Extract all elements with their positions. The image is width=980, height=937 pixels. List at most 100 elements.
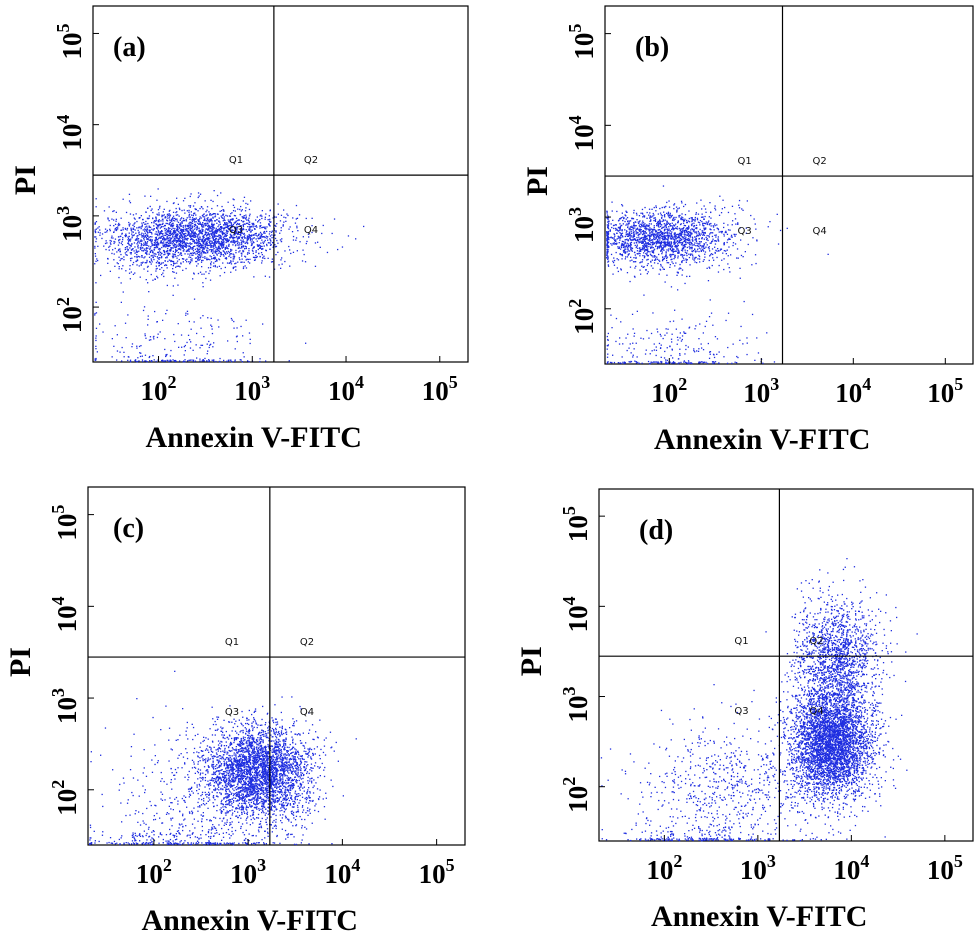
scatter-point [198,246,200,248]
scatter-point [202,240,205,243]
scatter-point [182,269,184,271]
scatter-point [209,240,211,242]
scatter-point [621,205,624,207]
scatter-point [237,223,239,225]
scatter-point [127,248,129,251]
scatter-point [193,273,195,275]
scatter-point [121,244,124,246]
scatter-point [127,249,129,252]
scatter-point [249,226,251,228]
scatter-point [678,232,681,235]
scatter-point [711,240,713,243]
scatter-point [620,245,623,247]
scatter-point [658,226,660,228]
scatter-point [667,262,670,264]
scatter-point [94,358,96,360]
scatter-point [721,259,723,261]
scatter-point [681,256,684,258]
scatter-point [145,262,147,264]
scatter-point [657,362,659,364]
scatter-point [221,217,224,219]
scatter-point [197,259,199,261]
scatter-point [240,227,242,230]
scatter-point [208,359,210,361]
scatter-point [626,251,628,253]
scatter-point [238,257,240,259]
scatter-point [239,250,241,252]
scatter-point [230,219,232,221]
quadrant-label-q2: Q2 [304,155,318,166]
scatter-point [141,255,143,257]
scatter-point [234,215,237,217]
scatter-point [130,271,132,273]
scatter-point [211,227,213,229]
scatter-point [204,252,206,254]
scatter-point [290,252,292,255]
scatter-point [684,243,686,246]
scatter-point [154,252,156,255]
scatter-point [180,231,182,233]
scatter-point [233,206,236,209]
scatter-point [606,212,608,214]
scatter-point [199,238,201,240]
scatter-point [194,228,196,230]
scatter-point [608,222,610,224]
scatter-point [161,267,163,269]
scatter-point [625,218,627,220]
scatter-point [109,228,111,230]
scatter-point [737,257,739,259]
scatter-point [187,230,189,232]
scatter-point [197,257,199,259]
scatter-point [678,236,680,239]
scatter-point [227,225,230,228]
scatter-point [169,360,171,362]
scatter-point [149,231,151,233]
scatter-point [230,256,232,259]
scatter-point [240,229,243,231]
scatter-point [676,274,678,276]
scatter-point [181,231,184,233]
scatter-point [681,233,683,236]
scatter-point [691,250,693,252]
x-tick-label: 105 [422,372,458,406]
scatter-point [674,237,677,239]
scatter-point [168,228,170,230]
scatter-point [166,244,168,246]
scatter-point [664,240,666,242]
scatter-point [714,234,716,236]
scatter-point [178,226,180,228]
scatter-point [188,245,190,247]
scatter-point [178,215,180,217]
scatter-point [173,246,176,248]
scatter-point [166,250,168,252]
scatter-point [613,227,615,230]
scatter-point [632,228,634,230]
scatter-point [183,225,185,227]
scatter-point [705,246,707,248]
scatter-point [207,267,210,269]
scatter-point [622,219,624,222]
scatter-point [683,219,685,222]
scatter-point [222,244,224,246]
scatter-point [684,218,686,220]
scatter-point [186,261,188,263]
scatter-point [660,242,662,245]
scatter-point [607,242,609,244]
scatter-point [160,237,162,239]
scatter-point [104,242,107,245]
scatter-point [265,249,267,251]
scatter-point [172,233,174,235]
scatter-point [204,257,206,259]
scatter-point [632,230,634,232]
scatter-point [653,219,655,222]
scatter-point [232,239,234,241]
scatter-point [689,235,692,237]
scatter-point [121,232,123,234]
scatter-point [176,228,178,230]
scatter-point [157,237,160,239]
scatter-point [109,242,112,244]
scatter-point [629,226,632,228]
scatter-point [195,217,197,219]
scatter-point [159,237,161,239]
scatter-point [235,252,237,254]
